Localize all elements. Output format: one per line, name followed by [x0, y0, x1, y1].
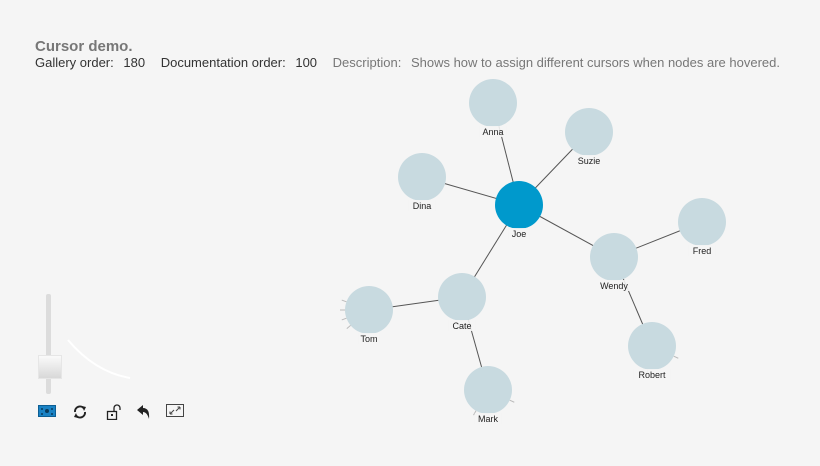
node-robert[interactable]: Robert [628, 322, 676, 380]
node-joe[interactable]: Joe [495, 181, 543, 239]
node-wendy[interactable]: Wendy [590, 233, 638, 291]
fullscreen-icon [166, 404, 184, 417]
node-circle[interactable] [398, 153, 446, 201]
node-circle[interactable] [345, 286, 393, 334]
description-label: Description: [332, 55, 402, 70]
zoom-slider-handle[interactable] [38, 355, 62, 379]
refresh-layout-button[interactable] [72, 404, 90, 420]
node-label: Suzie [578, 156, 601, 166]
description: Description: Shows how to assign differe… [333, 55, 786, 70]
node-circle[interactable] [628, 322, 676, 370]
back-button[interactable] [136, 404, 154, 420]
node-label-bg [633, 369, 671, 380]
description-text: Shows how to assign different cursors wh… [410, 55, 780, 70]
node-fred[interactable]: Fred [678, 198, 726, 256]
node-mark[interactable]: Mark [464, 366, 512, 424]
node-circle[interactable] [438, 273, 486, 321]
node-label-bg [479, 126, 507, 137]
page-meta: Gallery order: 180 Documentation order: … [35, 55, 792, 70]
node-label-bg [408, 200, 436, 211]
node-label-bg [688, 245, 716, 256]
page-title: Cursor demo. [35, 38, 133, 55]
node-dina[interactable]: Dina [398, 153, 446, 211]
node-circle[interactable] [464, 366, 512, 414]
node-circle[interactable] [565, 108, 613, 156]
node-tom[interactable]: Tom [345, 286, 393, 344]
back-arrow-icon [137, 405, 150, 419]
node-circle[interactable] [678, 198, 726, 246]
gallery-order-value: 180 [123, 55, 146, 70]
navigator-toggle-button[interactable] [38, 404, 56, 420]
zoom-slider-track[interactable] [46, 294, 51, 394]
node-label: Cate [452, 321, 471, 331]
node-label: Mark [478, 414, 498, 424]
node-label-bg [508, 228, 530, 239]
node-suzie[interactable]: Suzie [565, 108, 613, 166]
node-label: Anna [482, 127, 503, 137]
refresh-icon [74, 405, 86, 419]
open-link-indicator [341, 299, 347, 303]
documentation-order: Documentation order: 100 [161, 55, 323, 70]
node-anna[interactable]: Anna [469, 79, 517, 137]
node-label-bg [474, 413, 502, 424]
node-circle[interactable] [590, 233, 638, 281]
navigator-curve [67, 339, 131, 379]
gallery-order-label: Gallery order: [35, 55, 114, 70]
node-label: Tom [360, 334, 377, 344]
node-label: Joe [512, 229, 527, 239]
documentation-order-label: Documentation order: [160, 55, 286, 70]
gallery-order: Gallery order: 180 [35, 55, 151, 70]
node-label-bg [598, 280, 630, 291]
node-label: Robert [638, 370, 666, 380]
open-link-indicator [473, 410, 477, 416]
open-link-indicator [509, 399, 515, 403]
node-label-bg [573, 155, 605, 166]
node-label-bg [358, 333, 380, 344]
node-circle[interactable] [495, 181, 543, 229]
fullscreen-button[interactable] [166, 404, 184, 420]
node-circle[interactable] [469, 79, 517, 127]
node-label: Wendy [600, 281, 628, 291]
open-link-indicator [673, 355, 679, 359]
documentation-order-value: 100 [295, 55, 318, 70]
open-link-indicator [341, 317, 347, 321]
node-label: Fred [693, 246, 712, 256]
unfix-nodes-button[interactable] [106, 404, 124, 421]
node-cate[interactable]: Cate [438, 273, 486, 331]
unlock-icon [106, 404, 121, 421]
nodes-layer: Anna Suzie Dina Joe Fred Wendy Cate Tom Robert Ma… [345, 79, 726, 424]
node-label-bg [448, 320, 476, 331]
navigator-icon [38, 405, 56, 417]
node-label: Dina [413, 201, 432, 211]
open-link-indicator [346, 325, 351, 330]
